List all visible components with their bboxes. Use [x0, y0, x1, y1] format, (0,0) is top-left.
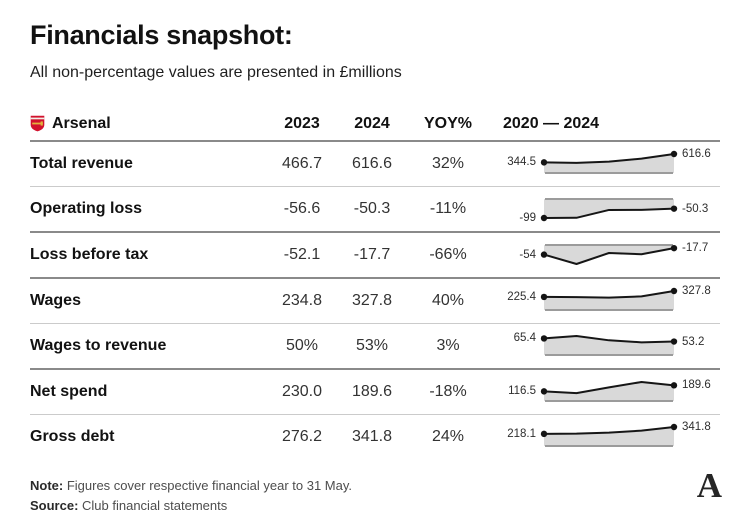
sparkline: 344.5 616.6	[498, 142, 720, 186]
table-row: Wages to revenue 50% 53% 3% 65.4 53.2	[30, 324, 720, 368]
page-subtitle: All non-percentage values are presented …	[30, 64, 402, 81]
row-label: Operating loss	[30, 200, 143, 217]
row-label: Loss before tax	[30, 246, 149, 263]
page-title: Financials snapshot:	[30, 20, 293, 50]
value-2024: -17.7	[353, 246, 391, 263]
value-yoy: -18%	[429, 383, 467, 400]
spark-start-label: 344.5	[507, 156, 536, 169]
sparkline: -54 -17.7	[498, 233, 720, 277]
value-yoy: -11%	[429, 200, 467, 217]
col-header-yoy: YOY%	[423, 114, 472, 132]
note-line: Note: Figures cover respective financial…	[30, 476, 720, 496]
row-separator	[30, 186, 720, 187]
row-separator	[30, 368, 720, 370]
club-header: Arsenal	[30, 115, 270, 133]
source-label: Source:	[30, 498, 79, 513]
spark-end-label: 616.6	[682, 148, 711, 160]
spark-start-label: -99	[519, 212, 536, 224]
spark-end-label: 341.8	[682, 421, 711, 433]
row-separator	[30, 231, 720, 233]
sparkline: 225.4 327.8	[498, 279, 720, 323]
sparkline: 65.4 53.2	[498, 324, 720, 368]
value-2024: 53%	[355, 337, 389, 354]
source-line: Source: Club financial statements	[30, 496, 720, 516]
note-text: Figures cover respective financial year …	[63, 478, 352, 493]
spark-start-label: 116.5	[508, 385, 536, 398]
row-label: Wages	[30, 292, 81, 309]
value-2023: 230.0	[281, 383, 323, 400]
value-yoy: 40%	[431, 292, 465, 309]
table-row: Total revenue 466.7 616.6 32% 344.5 616.…	[30, 142, 720, 186]
row-label: Net spend	[30, 383, 108, 400]
spark-start-label: 225.4	[507, 290, 536, 303]
table-header: Arsenal 2023 2024 YOY% 2020 — 2024	[30, 107, 720, 140]
sparkline: -99 -50.3	[498, 187, 720, 231]
spark-end-label: 189.6	[682, 379, 711, 392]
row-separator	[30, 277, 720, 279]
table-row: Gross debt 276.2 341.8 24% 218.1 341.8	[30, 415, 720, 459]
row-separator	[30, 323, 720, 324]
table-row: Net spend 230.0 189.6 -18% 116.5 189.6	[30, 370, 720, 414]
value-2023: -56.6	[283, 200, 321, 217]
sparkline: 218.1 341.8	[498, 415, 720, 459]
spark-end-label: 327.8	[682, 285, 711, 297]
spark-start-label: 218.1	[507, 427, 536, 440]
value-2023: 50%	[285, 337, 319, 354]
row-separator	[30, 414, 720, 415]
col-header-2024: 2024	[354, 114, 390, 132]
spark-end-label: -17.7	[682, 242, 709, 255]
value-2024: 616.6	[351, 155, 393, 172]
row-label: Wages to revenue	[30, 337, 167, 354]
spark-start-label: 65.4	[513, 332, 536, 345]
row-label: Total revenue	[30, 155, 133, 172]
value-yoy: 3%	[436, 337, 460, 354]
col-header-2023: 2023	[284, 114, 320, 132]
sparkline: 116.5 189.6	[498, 370, 720, 414]
value-yoy: 24%	[431, 428, 465, 445]
athletic-logo: A	[696, 466, 722, 505]
footer: Note: Figures cover respective financial…	[30, 476, 720, 516]
header-separator	[30, 140, 720, 142]
table-row: Operating loss -56.6 -50.3 -11% -99 -50.…	[30, 187, 720, 231]
value-2023: 466.7	[281, 155, 323, 172]
arsenal-crest-icon	[30, 115, 45, 132]
club-name: Arsenal	[52, 114, 111, 132]
source-text: Club financial statements	[78, 498, 228, 513]
value-2023: 234.8	[281, 292, 323, 309]
spark-end-label: -50.3	[682, 202, 709, 215]
value-2023: -52.1	[283, 246, 321, 263]
note-label: Note:	[30, 478, 64, 493]
value-2023: 276.2	[281, 428, 323, 445]
row-label: Gross debt	[30, 428, 115, 445]
value-yoy: -66%	[429, 246, 467, 263]
table-body: Total revenue 466.7 616.6 32% 344.5 616.…	[30, 142, 720, 459]
value-2024: 189.6	[351, 383, 393, 400]
table-row: Loss before tax -52.1 -17.7 -66% -54 -17…	[30, 233, 720, 277]
value-yoy: 32%	[431, 155, 465, 172]
value-2024: 327.8	[351, 292, 393, 309]
table-row: Wages 234.8 327.8 40% 225.4 327.8	[30, 279, 720, 323]
spark-start-label: -54	[519, 248, 536, 261]
value-2024: 341.8	[351, 428, 393, 445]
col-header-range: 2020 — 2024	[503, 114, 600, 132]
value-2024: -50.3	[353, 200, 391, 217]
spark-end-label: 53.2	[682, 335, 705, 348]
